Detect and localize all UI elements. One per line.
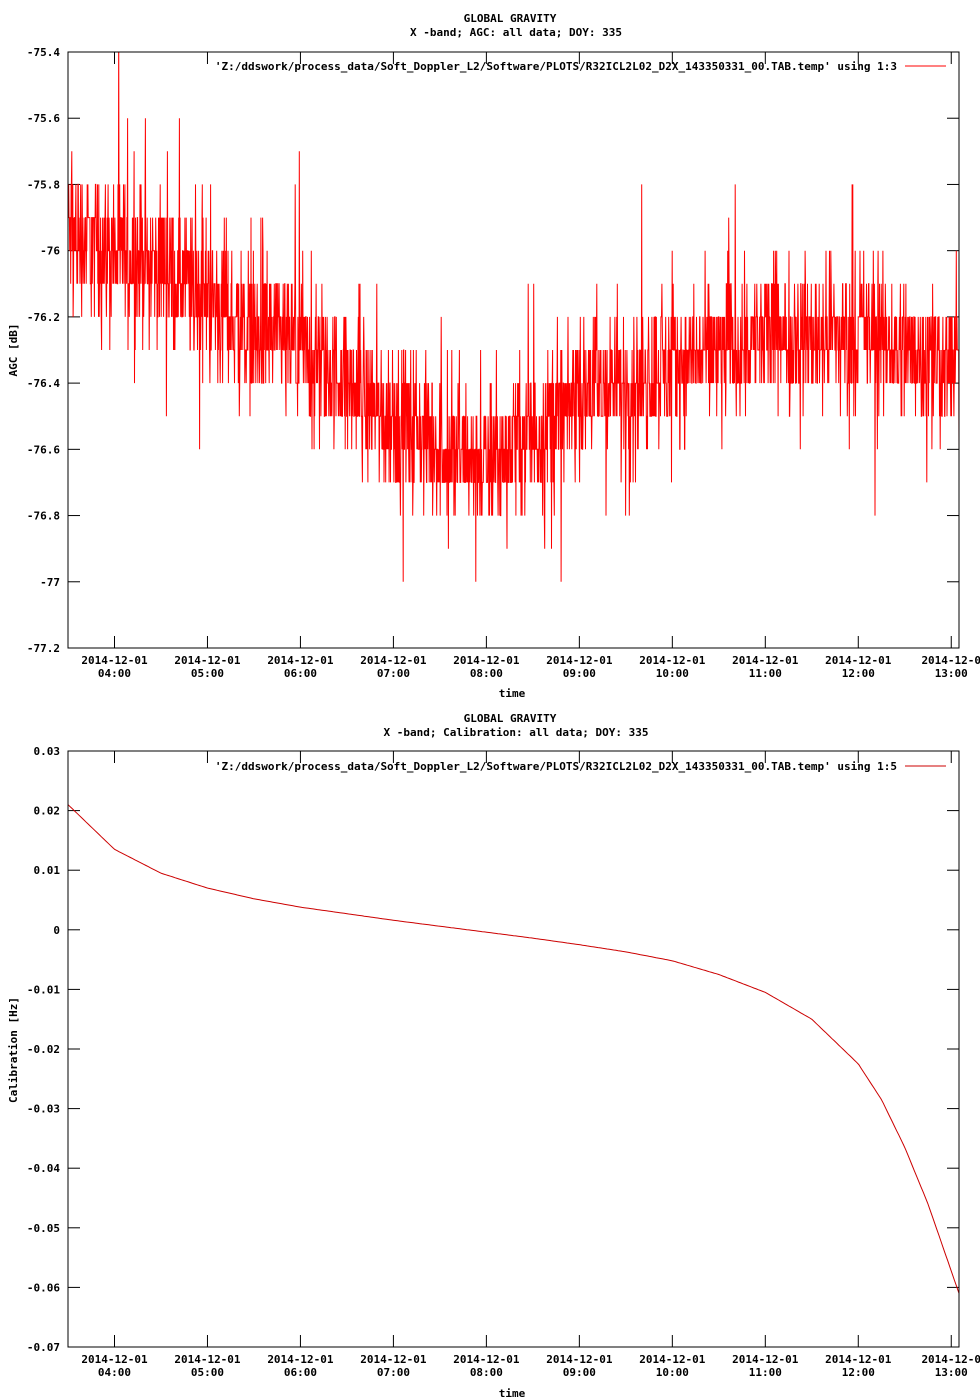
x-tick-date: 2014-12-01: [546, 1353, 613, 1366]
y-tick-label: 0: [53, 924, 60, 937]
y-tick-label: -77: [40, 576, 60, 589]
calibration-chart: GLOBAL GRAVITY X -band; Calibration: all…: [7, 712, 980, 1400]
x-tick-date: 2014-12-01: [825, 1353, 892, 1366]
y-tick-label: -76.2: [27, 311, 60, 324]
y-tick-label: -75.4: [27, 46, 60, 59]
x-tick-date: 2014-12-01: [174, 654, 241, 667]
x-axis-label: time: [499, 687, 526, 700]
y-tick-label: 0.03: [34, 745, 61, 758]
x-tick-time: 06:00: [284, 667, 317, 680]
x-tick-time: 06:00: [284, 1366, 317, 1379]
y-tick-label: -0.02: [27, 1043, 60, 1056]
x-tick-date: 2014-12-01: [174, 1353, 241, 1366]
y-tick-label: -75.8: [27, 178, 60, 191]
x-tick-time: 04:00: [98, 1366, 131, 1379]
x-tick-date: 2014-12-01: [81, 654, 148, 667]
series-layer: [68, 804, 959, 1294]
plot-frame: [67, 750, 960, 1348]
y-tick-label: -76.8: [27, 510, 60, 523]
x-tick-date: 2014-12-0: [921, 1353, 980, 1366]
series-line: [68, 804, 959, 1294]
x-tick-time: 12:00: [842, 1366, 875, 1379]
y-tick-label: -0.07: [27, 1341, 60, 1354]
x-tick-date: 2014-12-0: [921, 654, 980, 667]
x-tick-time: 07:00: [377, 1366, 410, 1379]
chart-title: GLOBAL GRAVITY: [464, 12, 557, 25]
x-tick-date: 2014-12-01: [732, 654, 799, 667]
x-tick-date: 2014-12-01: [453, 1353, 520, 1366]
y-ticks: 0.03 0.02 0.01 0 -0.01 -0.02 -0.03 -0.04 -0.05 -0…: [27, 745, 959, 1354]
x-tick-date: 2014-12-01: [825, 654, 892, 667]
x-tick-time: 05:00: [191, 667, 224, 680]
legend-label: 'Z:/ddswork/process_data/Soft_Doppler_L2…: [215, 60, 897, 73]
x-tick-time: 11:00: [749, 667, 782, 680]
x-tick-time: 09:00: [563, 667, 596, 680]
x-ticks: 2014-12-0104:002014-12-0105:002014-12-01…: [81, 751, 980, 1379]
y-tick-label: -75.6: [27, 112, 60, 125]
x-tick-time: 12:00: [842, 667, 875, 680]
series-line: [68, 52, 959, 582]
chart-title: GLOBAL GRAVITY: [464, 712, 557, 725]
chart-subtitle: X -band; AGC: all data; DOY: 335: [410, 26, 622, 39]
legend-label: 'Z:/ddswork/process_data/Soft_Doppler_L2…: [215, 760, 897, 773]
x-tick-date: 2014-12-01: [267, 654, 334, 667]
x-tick-time: 09:00: [563, 1366, 596, 1379]
x-tick-date: 2014-12-01: [453, 654, 520, 667]
x-tick-date: 2014-12-01: [81, 1353, 148, 1366]
x-tick-date: 2014-12-01: [732, 1353, 799, 1366]
x-tick-time: 13:00: [935, 667, 968, 680]
y-tick-label: -77.2: [27, 642, 60, 655]
x-tick-date: 2014-12-01: [639, 1353, 706, 1366]
y-axis-label: Calibration [Hz]: [7, 997, 20, 1103]
x-tick-time: 07:00: [377, 667, 410, 680]
x-tick-time: 04:00: [98, 667, 131, 680]
series-layer: [68, 52, 959, 582]
y-tick-label: 0.02: [34, 805, 61, 818]
x-tick-time: 08:00: [470, 667, 503, 680]
y-tick-label: -0.06: [27, 1281, 60, 1294]
y-tick-label: -76.6: [27, 443, 60, 456]
x-tick-time: 08:00: [470, 1366, 503, 1379]
x-tick-date: 2014-12-01: [639, 654, 706, 667]
x-tick-time: 10:00: [656, 667, 689, 680]
agc-chart: GLOBAL GRAVITY X -band; AGC: all data; D…: [7, 12, 980, 700]
y-tick-label: -0.03: [27, 1103, 60, 1116]
x-ticks: 2014-12-0104:002014-12-0105:002014-12-01…: [81, 52, 980, 680]
x-tick-date: 2014-12-01: [360, 654, 427, 667]
y-tick-label: -0.05: [27, 1222, 60, 1235]
y-tick-label: -76: [40, 245, 60, 258]
x-tick-date: 2014-12-01: [267, 1353, 334, 1366]
y-tick-label: -76.4: [27, 377, 60, 390]
x-tick-time: 10:00: [656, 1366, 689, 1379]
x-axis-label: time: [499, 1387, 526, 1400]
chart-subtitle: X -band; Calibration: all data; DOY: 335: [384, 726, 649, 739]
y-axis-label: AGC [dB]: [7, 324, 20, 377]
y-tick-label: 0.01: [34, 864, 61, 877]
x-tick-time: 05:00: [191, 1366, 224, 1379]
x-tick-time: 13:00: [935, 1366, 968, 1379]
y-tick-label: -0.01: [27, 983, 60, 996]
x-tick-time: 11:00: [749, 1366, 782, 1379]
x-tick-date: 2014-12-01: [360, 1353, 427, 1366]
y-tick-label: -0.04: [27, 1162, 60, 1175]
x-tick-date: 2014-12-01: [546, 654, 613, 667]
plot-frame: [67, 51, 960, 649]
